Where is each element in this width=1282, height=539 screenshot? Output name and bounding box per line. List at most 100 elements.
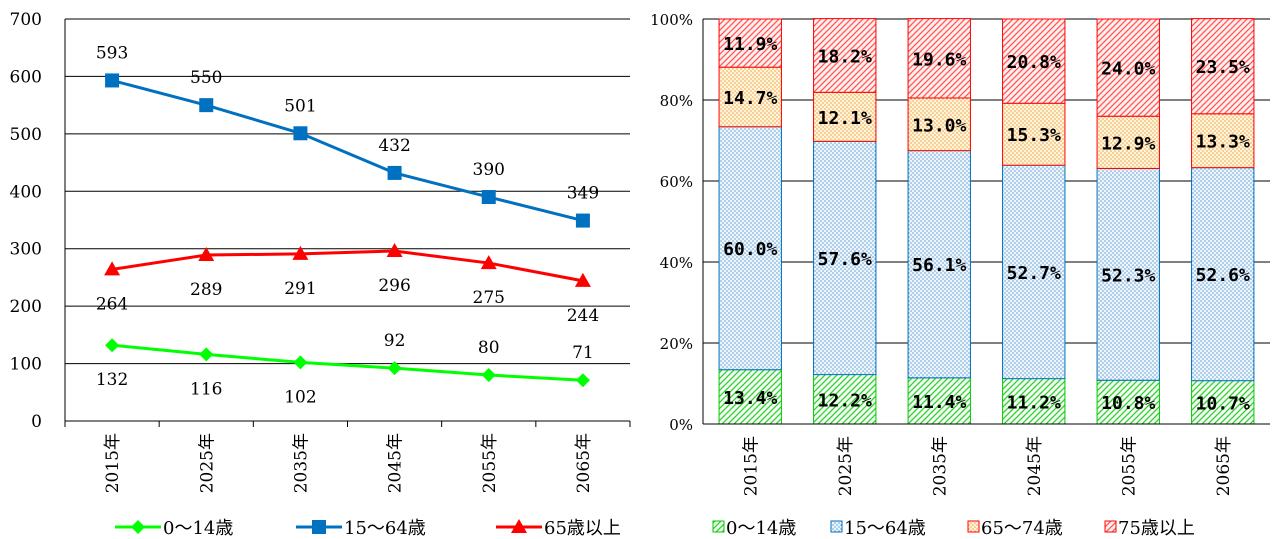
data-label: 132 (96, 370, 128, 390)
bar-segment (813, 18, 877, 93)
bar-segment (1191, 18, 1255, 115)
data-label: 52.3% (1101, 265, 1155, 286)
data-point (293, 355, 308, 370)
data-label: 12.9% (1101, 133, 1155, 154)
y-tick-label: 200 (10, 297, 42, 317)
x-tick-label: 2055年 (480, 433, 500, 493)
y-tick-label: 700 (10, 10, 42, 30)
data-label: 71 (572, 343, 594, 363)
data-label: 52.6% (1196, 265, 1250, 286)
bar-segment (1191, 167, 1255, 382)
bar-segment (718, 18, 782, 68)
series-line (111, 78, 584, 223)
legend-swatch (1104, 520, 1117, 533)
data-label: 264 (96, 294, 128, 314)
data-label: 390 (473, 160, 505, 180)
legend-marker (312, 520, 326, 534)
data-point (387, 361, 402, 376)
y-tick-label: 500 (10, 125, 42, 145)
x-tick-label: 2035年 (291, 433, 311, 493)
legend-label: 0〜14歳 (163, 518, 233, 539)
y-tick-label: 20% (660, 335, 693, 353)
data-label: 13.0% (912, 115, 966, 136)
bar-segment (907, 150, 971, 379)
data-point (480, 255, 497, 270)
bar-segment (718, 126, 782, 371)
y-tick-label: 600 (10, 67, 42, 87)
data-label: 11.4% (912, 392, 966, 413)
y-tick-label: 300 (10, 240, 42, 260)
data-point (481, 368, 496, 383)
legend-item: 75歳以上 (1104, 518, 1195, 539)
data-label: 12.2% (818, 390, 872, 411)
data-label: 24.0% (1101, 59, 1155, 80)
data-label: 14.7% (723, 88, 777, 109)
bar-segment (1096, 167, 1160, 381)
data-point (575, 373, 590, 388)
data-point (105, 338, 120, 353)
legend-swatch (967, 520, 980, 533)
legend-item: 15〜64歳 (830, 518, 926, 539)
legend-item: 65歳以上 (496, 518, 621, 539)
bar-segment (1191, 113, 1255, 169)
legend-label: 65〜74歳 (981, 518, 1063, 539)
data-label: 116 (190, 379, 222, 399)
data-label: 10.7% (1196, 393, 1250, 414)
x-tick-label: 2015年 (741, 436, 761, 496)
x-tick-label: 2045年 (386, 433, 406, 493)
data-point (386, 243, 403, 258)
data-label: 57.6% (818, 249, 872, 270)
bar-segment (813, 91, 877, 142)
data-point (199, 347, 214, 362)
data-label: 10.8% (1101, 393, 1155, 414)
bar-segment (813, 374, 877, 425)
bar-segment (1002, 18, 1066, 104)
legend-label: 75歳以上 (1118, 518, 1195, 539)
legend-swatch (712, 520, 725, 533)
data-point (575, 213, 590, 228)
x-tick-label: 2015年 (103, 433, 123, 493)
legend-item: 15〜64歳 (296, 518, 426, 539)
data-label: 56.1% (912, 255, 966, 276)
x-tick-label: 2045年 (1025, 436, 1045, 496)
bar-segment (1002, 102, 1066, 166)
data-label: 501 (284, 96, 316, 116)
data-label: 296 (378, 276, 410, 296)
data-label: 92 (384, 331, 406, 351)
line-chart: 0 100 200 300 400 500 600 700 2015年 2025年 2035年 204… (10, 10, 631, 539)
y-tick-label: 0% (669, 416, 693, 434)
data-label: 291 (284, 279, 316, 299)
data-label: 289 (190, 280, 222, 300)
y-tick-label: 100% (650, 11, 693, 29)
data-point (198, 247, 215, 262)
data-label: 11.2% (1007, 392, 1061, 413)
series-line (111, 249, 584, 283)
data-label: 15.3% (1007, 125, 1061, 146)
data-point (481, 190, 496, 205)
legend-label: 65歳以上 (544, 518, 621, 539)
data-label: 349 (567, 184, 599, 204)
x-tick-label: 2025年 (197, 433, 217, 493)
data-label: 23.5% (1196, 57, 1250, 78)
legend-marker (511, 519, 527, 533)
stacked-bar-chart: 0% 20% 40% 60% 80% 100% 13.4% 60.0% 14.7% 11.9% 20… (650, 11, 1270, 539)
data-label: 13.3% (1196, 132, 1250, 153)
data-label: 60.0% (723, 239, 777, 260)
bar-segment (1002, 164, 1066, 380)
data-label: 102 (284, 387, 316, 407)
data-point (292, 245, 309, 260)
x-tick-label: 2055年 (1119, 436, 1139, 496)
legend-label: 15〜64歳 (344, 518, 426, 539)
data-label: 19.6% (912, 49, 966, 70)
data-label: 593 (96, 43, 128, 63)
data-label: 12.1% (818, 108, 872, 129)
y-tick-label: 80% (660, 92, 693, 110)
data-label: 432 (378, 136, 410, 156)
bar-segment (907, 97, 971, 152)
data-label: 20.8% (1007, 52, 1061, 73)
bar-segment (1096, 115, 1160, 169)
y-tick-label: 400 (10, 182, 42, 202)
data-point (104, 261, 121, 276)
legend-marker (131, 520, 145, 534)
